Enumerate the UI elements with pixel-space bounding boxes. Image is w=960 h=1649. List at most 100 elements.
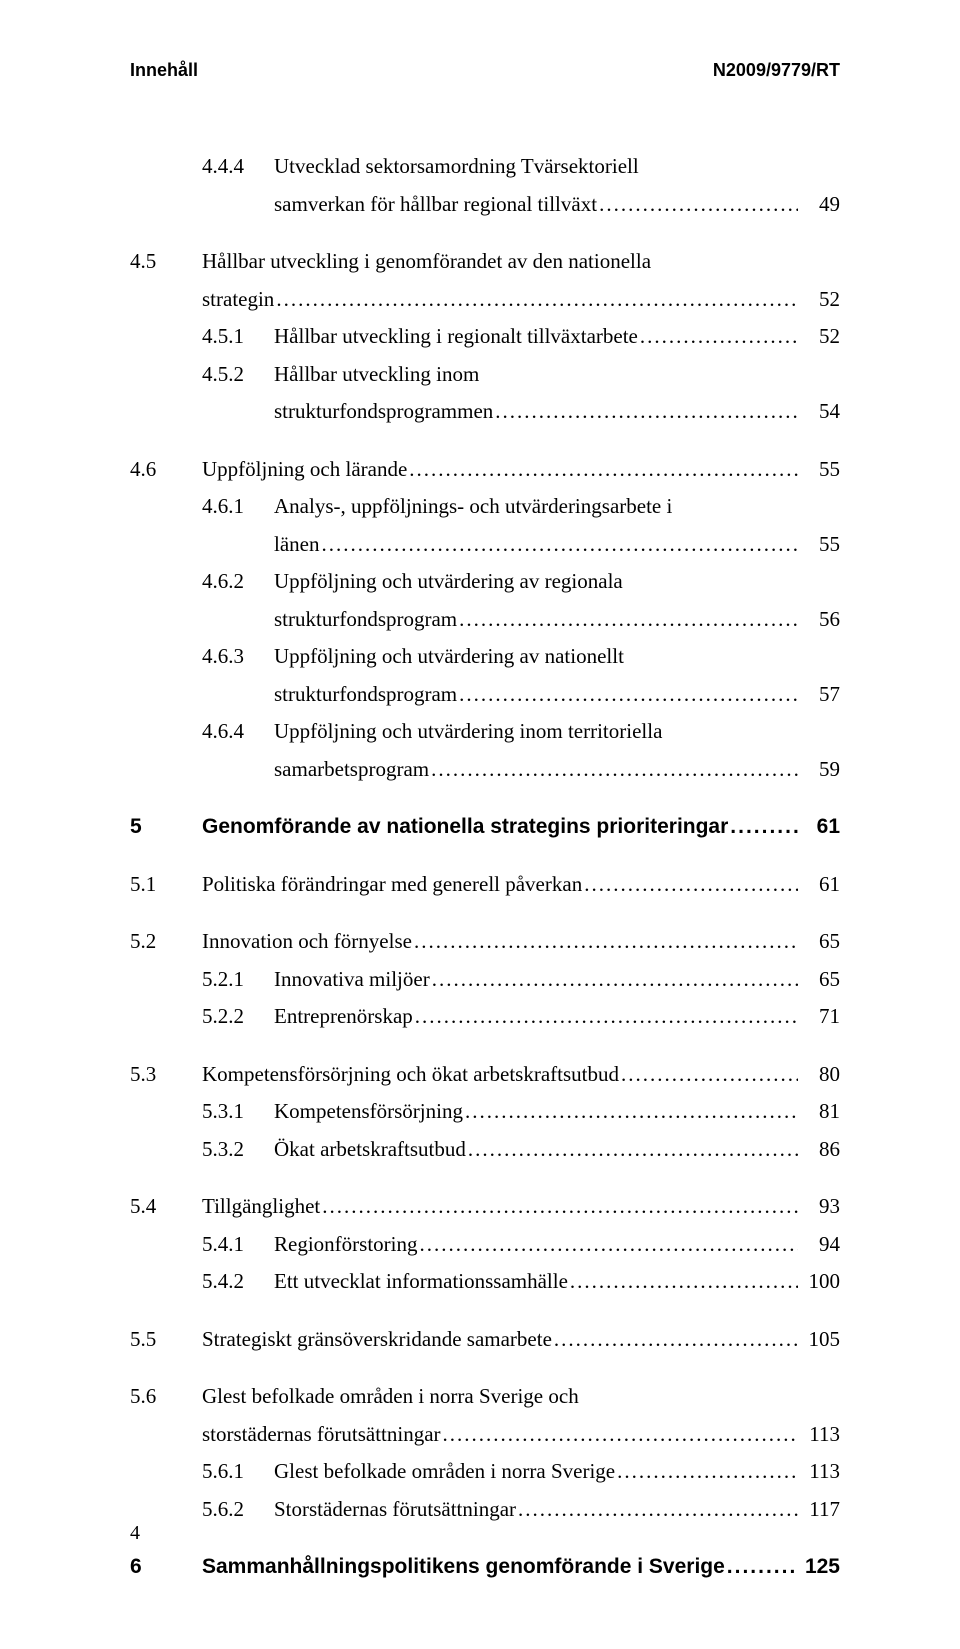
toc-gap <box>130 849 840 869</box>
toc-text: Sammanhållningspolitikens genomförande i… <box>202 1551 725 1583</box>
header-right: N2009/9779/RT <box>713 60 840 81</box>
toc-leader <box>415 1001 798 1033</box>
toc-page: 59 <box>800 754 840 786</box>
toc-text: Entreprenörskap <box>274 1001 413 1033</box>
toc-page: 52 <box>800 321 840 353</box>
toc-leader <box>617 1456 798 1488</box>
toc-number: 6 <box>130 1551 202 1583</box>
toc-entry: 4.5.1Hållbar utveckling i regionalt till… <box>130 321 840 353</box>
toc-number: 4.6.3 <box>202 641 274 673</box>
toc-entry: 4.6.1Analys-, uppföljnings- och utvärder… <box>130 491 840 523</box>
toc-text: Innovation och förnyelse <box>202 926 412 958</box>
toc-text: Hållbar utveckling i regionalt tillväxta… <box>274 321 638 353</box>
toc-entry: 5.6Glest befolkade områden i norra Sveri… <box>130 1381 840 1413</box>
toc-number: 4.6.4 <box>202 716 274 748</box>
toc-entry: 5.3.1Kompetensförsörjning81 <box>130 1096 840 1128</box>
toc-gap <box>130 1039 840 1059</box>
toc-number: 5.3.2 <box>202 1134 274 1166</box>
toc-entry: 5.1Politiska förändringar med generell p… <box>130 869 840 901</box>
toc-leader <box>584 869 798 901</box>
toc-text-continuation: strukturfondsprogrammen <box>274 396 493 428</box>
toc-text: Hållbar utveckling inom <box>274 359 479 391</box>
toc-entry: 5.4Tillgänglighet 93 <box>130 1191 840 1223</box>
toc-entry: 4.6.4Uppföljning och utvärdering inom te… <box>130 716 840 748</box>
toc-leader <box>468 1134 798 1166</box>
toc-number: 5.6 <box>130 1381 202 1413</box>
toc-leader <box>414 926 798 958</box>
toc-text: Kompetensförsörjning och ökat arbetskraf… <box>202 1059 619 1091</box>
toc-number: 4.6.2 <box>202 566 274 598</box>
toc-page: 65 <box>800 926 840 958</box>
toc-page: 55 <box>800 454 840 486</box>
toc-page: 93 <box>800 1191 840 1223</box>
toc-page: 125 <box>800 1551 840 1583</box>
toc-text: Uppföljning och lärande <box>202 454 407 486</box>
toc-leader <box>321 529 798 561</box>
toc-number: 4.6 <box>130 454 202 486</box>
header-left: Innehåll <box>130 60 198 81</box>
toc-entry: 5.4.2Ett utvecklat informationssamhälle1… <box>130 1266 840 1298</box>
page-number: 4 <box>130 1522 140 1545</box>
toc-text: Innovativa miljöer <box>274 964 430 996</box>
toc-gap <box>130 1531 840 1551</box>
toc-entry: 5.3.2Ökat arbetskraftsutbud86 <box>130 1134 840 1166</box>
toc-entry: 4.6.2Uppföljning och utvärdering av regi… <box>130 566 840 598</box>
toc-leader <box>730 811 798 843</box>
toc-number: 5 <box>130 811 202 843</box>
page-container: Innehåll N2009/9779/RT 4.4.4Utvecklad se… <box>0 0 960 1649</box>
toc-page: 52 <box>800 284 840 316</box>
toc-text: Uppföljning och utvärdering av regionala <box>274 566 623 598</box>
toc-text: Kompetensförsörjning <box>274 1096 463 1128</box>
toc-number: 5.5 <box>130 1324 202 1356</box>
toc-number: 5.6.2 <box>202 1494 274 1526</box>
toc-text: Uppföljning och utvärdering inom territo… <box>274 716 662 748</box>
toc-leader <box>640 321 798 353</box>
toc-number: 5.3.1 <box>202 1096 274 1128</box>
toc-page: 55 <box>800 529 840 561</box>
toc-entry-continuation: strukturfondsprogram57 <box>130 679 840 711</box>
toc-text: Tillgänglighet <box>202 1191 320 1223</box>
toc-number: 4.4.4 <box>202 151 274 183</box>
toc-text-continuation: strategin <box>202 284 274 316</box>
toc-text: Hållbar utveckling i genomförandet av de… <box>202 246 651 278</box>
toc-text-continuation: samverkan för hållbar regional tillväxt <box>274 189 597 221</box>
toc-text: Genomförande av nationella strategins pr… <box>202 811 728 843</box>
toc-entry: 5.6.1Glest befolkade områden i norra Sve… <box>130 1456 840 1488</box>
toc-number: 5.1 <box>130 869 202 901</box>
toc-number: 4.5 <box>130 246 202 278</box>
toc-entry: 5.2.1Innovativa miljöer65 <box>130 964 840 996</box>
toc-entry-continuation: strategin 52 <box>130 284 840 316</box>
toc-leader <box>459 679 798 711</box>
toc-page: 113 <box>800 1419 840 1451</box>
toc-entry: 6Sammanhållningspolitikens genomförande … <box>130 1551 840 1583</box>
toc-number: 5.4 <box>130 1191 202 1223</box>
toc-number: 5.2.2 <box>202 1001 274 1033</box>
toc-gap <box>130 1361 840 1381</box>
toc-number: 5.4.1 <box>202 1229 274 1261</box>
toc-page: 86 <box>800 1134 840 1166</box>
toc-text: Glest befolkade områden i norra Sverige <box>274 1456 615 1488</box>
toc-text: Strategiskt gränsöverskridande samarbete <box>202 1324 552 1356</box>
toc-number: 5.6.1 <box>202 1456 274 1488</box>
toc-entry: 5.5Strategiskt gränsöverskridande samarb… <box>130 1324 840 1356</box>
toc-text: Glest befolkade områden i norra Sverige … <box>202 1381 579 1413</box>
toc-leader <box>459 604 798 636</box>
toc-leader <box>727 1551 798 1583</box>
toc-number: 5.4.2 <box>202 1266 274 1298</box>
toc-text-continuation: strukturfondsprogram <box>274 604 457 636</box>
toc-leader <box>621 1059 798 1091</box>
toc-gap <box>130 791 840 811</box>
toc-page: 56 <box>800 604 840 636</box>
toc-page: 105 <box>800 1324 840 1356</box>
toc-page: 71 <box>800 1001 840 1033</box>
toc-entry-continuation: samverkan för hållbar regional tillväxt4… <box>130 189 840 221</box>
toc-entry: 4.4.4Utvecklad sektorsamordning Tvärsekt… <box>130 151 840 183</box>
toc-leader <box>518 1494 798 1526</box>
toc-page: 61 <box>800 869 840 901</box>
toc-gap <box>130 1171 840 1191</box>
toc-entry-continuation: länen55 <box>130 529 840 561</box>
toc-text-continuation: samarbetsprogram <box>274 754 429 786</box>
toc-text: Analys-, uppföljnings- och utvärderingsa… <box>274 491 672 523</box>
toc-leader <box>276 284 798 316</box>
toc-text-continuation: storstädernas förutsättningar <box>202 1419 441 1451</box>
